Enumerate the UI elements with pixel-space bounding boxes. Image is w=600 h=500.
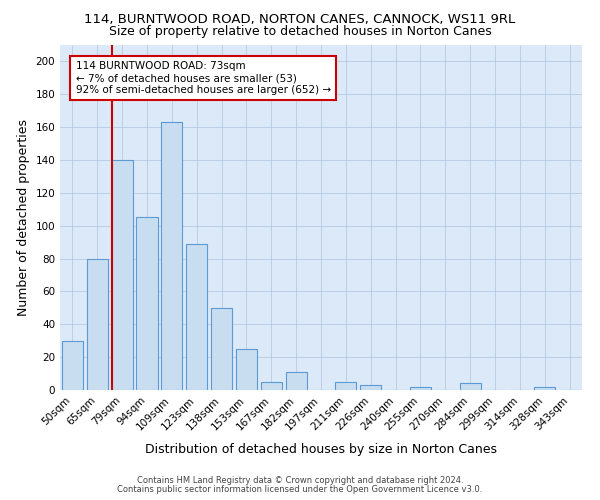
Bar [410,386,431,390]
Bar [286,372,307,390]
Bar [186,244,207,390]
Bar [360,385,381,390]
Text: Contains public sector information licensed under the Open Government Licence v3: Contains public sector information licen… [118,485,482,494]
Bar [62,340,83,390]
X-axis label: Distribution of detached houses by size in Norton Canes: Distribution of detached houses by size … [145,443,497,456]
Bar [112,160,133,390]
Bar [236,349,257,390]
Text: Contains HM Land Registry data © Crown copyright and database right 2024.: Contains HM Land Registry data © Crown c… [137,476,463,485]
Text: Size of property relative to detached houses in Norton Canes: Size of property relative to detached ho… [109,25,491,38]
Y-axis label: Number of detached properties: Number of detached properties [17,119,30,316]
Bar [261,382,282,390]
Bar [534,386,555,390]
Text: 114, BURNTWOOD ROAD, NORTON CANES, CANNOCK, WS11 9RL: 114, BURNTWOOD ROAD, NORTON CANES, CANNO… [85,12,515,26]
Bar [211,308,232,390]
Bar [136,218,158,390]
Bar [335,382,356,390]
Bar [161,122,182,390]
Bar [87,258,108,390]
Bar [460,384,481,390]
Text: 114 BURNTWOOD ROAD: 73sqm
← 7% of detached houses are smaller (53)
92% of semi-d: 114 BURNTWOOD ROAD: 73sqm ← 7% of detach… [76,62,331,94]
